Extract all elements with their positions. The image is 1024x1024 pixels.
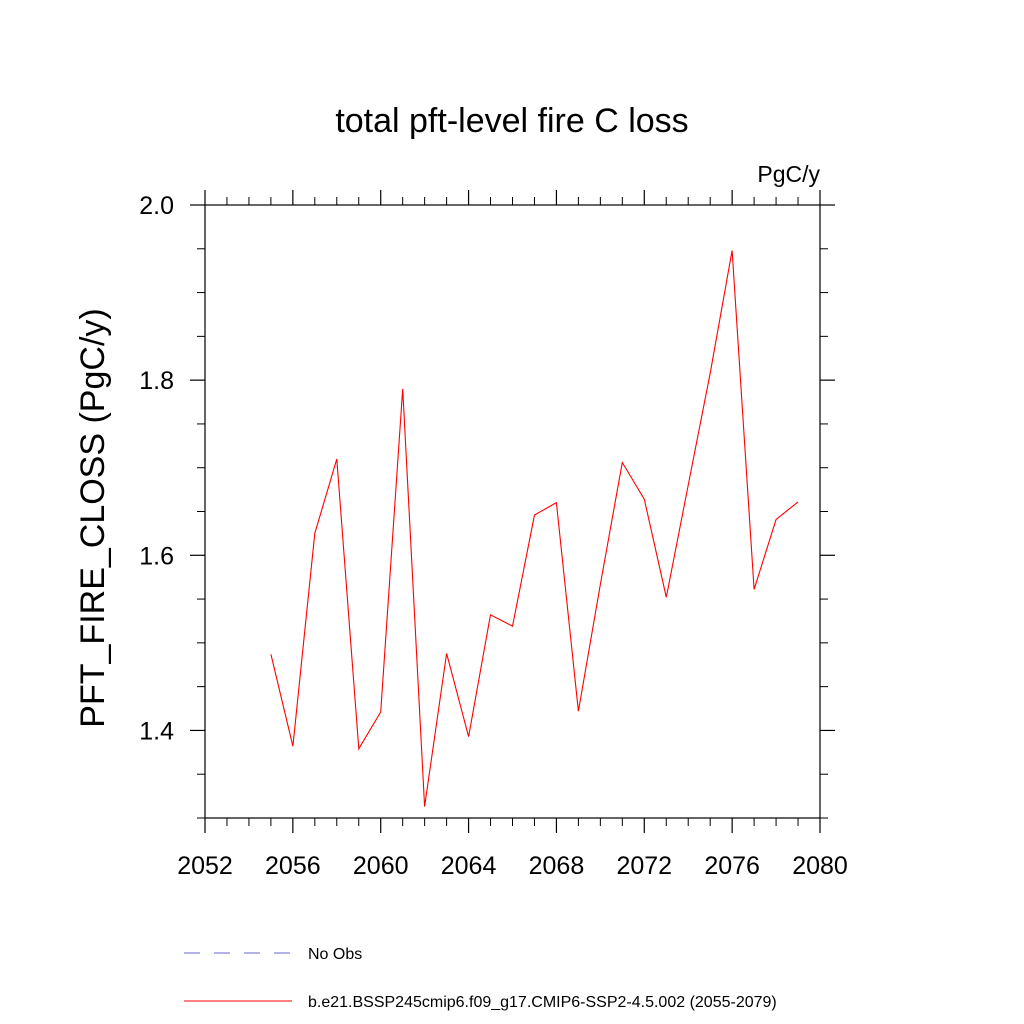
- y-tick-label: 1.4: [139, 717, 174, 745]
- legend-label: b.e21.BSSP245cmip6.f09_g17.CMIP6-SSP2-4.…: [308, 994, 777, 1011]
- series-layer: [270, 250, 799, 807]
- plot-frame: [204, 204, 821, 819]
- x-tick-label: 2060: [353, 852, 409, 880]
- chart-title: total pft-level fire C loss: [335, 102, 688, 140]
- y-tick-label: 1.6: [139, 542, 174, 570]
- x-tick-label: 2076: [704, 852, 760, 880]
- x-tick-label: 2056: [265, 852, 321, 880]
- y-axis-label: PFT_FIRE_CLOSS (PgC/y): [74, 308, 112, 727]
- x-tick-label: 2064: [441, 852, 497, 880]
- x-tick-label: 2080: [792, 852, 848, 880]
- x-tick-label: 2068: [529, 852, 585, 880]
- legend-label: No Obs: [308, 946, 362, 963]
- series-line: [270, 250, 799, 807]
- axis-ticks: 2052 2056 2060 2064 2068 2072 2076 2080 1.4 1.6 1.…: [139, 190, 848, 880]
- x-tick-label: 2052: [177, 852, 233, 880]
- y-tick-label: 2.0: [139, 192, 174, 220]
- legend: No Obs b.e21.BSSP245cmip6.f09_g17.CMIP6-S…: [184, 946, 777, 1011]
- y-tick-label: 1.8: [139, 367, 174, 395]
- x-tick-label: 2072: [616, 852, 672, 880]
- units-label: PgC/y: [757, 161, 820, 187]
